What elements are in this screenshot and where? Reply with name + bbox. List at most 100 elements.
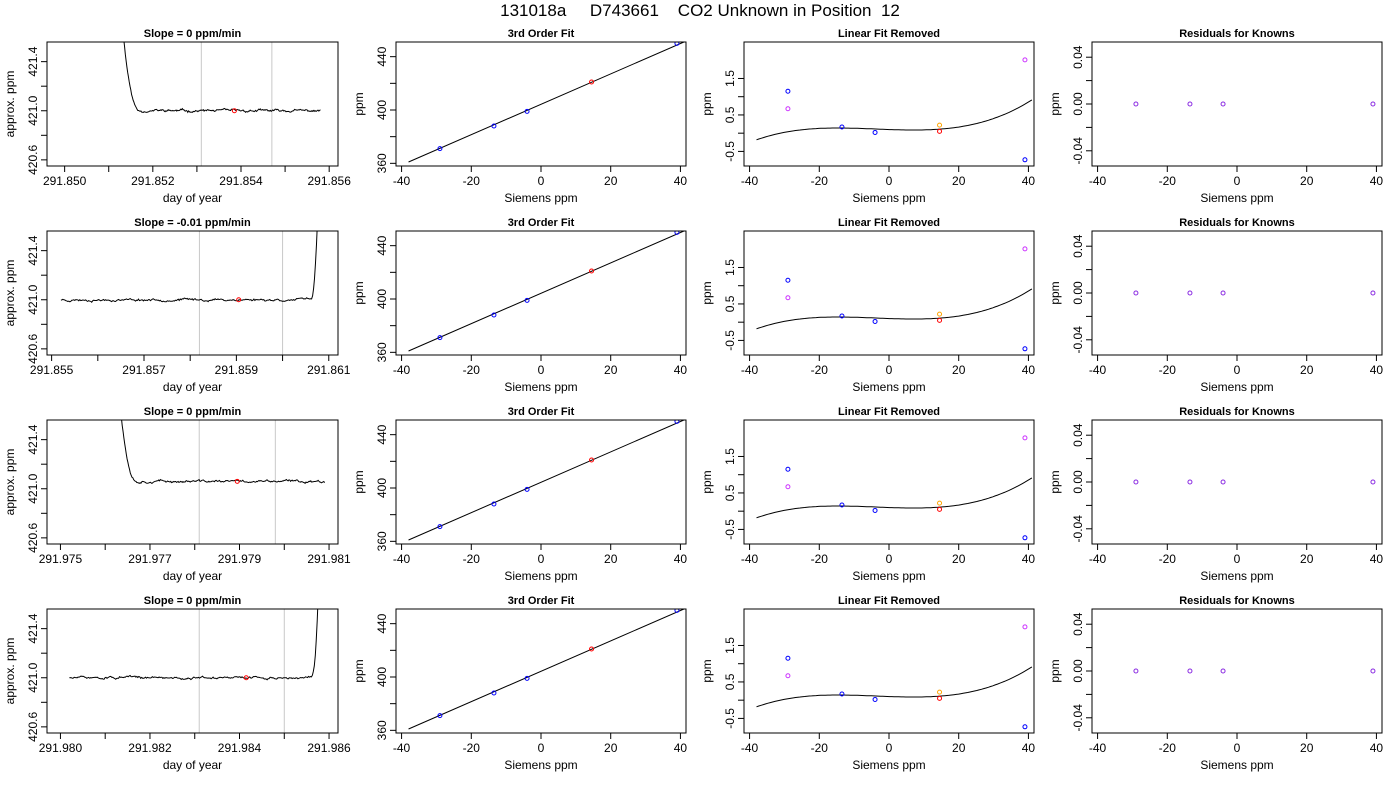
y-axis-label: ppm: [700, 281, 714, 304]
plot-frame: [46, 608, 339, 734]
y-tick-label: 1.5: [723, 259, 737, 276]
chart-title: 3rd Order Fit: [508, 217, 575, 229]
data-point-red: [937, 128, 943, 134]
y-tick-label: -0.5: [723, 141, 737, 162]
plot-frame: [1091, 230, 1383, 356]
x-axis-label: Siemens ppm: [852, 758, 925, 772]
x-tick-label: 291.984: [218, 741, 262, 755]
y-tick-label: -0.04: [1071, 137, 1085, 165]
y-tick-label: 360: [375, 342, 389, 362]
y-tick-label: 440: [375, 235, 389, 255]
data-point-magenta: [1022, 246, 1028, 252]
x-axis-label: day of year: [163, 758, 222, 772]
x-axis-label: Siemens ppm: [504, 758, 577, 772]
data-point-blue: [1022, 157, 1028, 163]
x-tick-label: -40: [393, 741, 411, 755]
y-tick-label: 0.04: [1071, 234, 1085, 258]
x-tick-label: 20: [604, 174, 618, 188]
trace-line: [69, 609, 319, 681]
y-tick-label: 440: [375, 46, 389, 66]
data-point-blue: [674, 420, 680, 424]
x-tick-label: -20: [811, 552, 829, 566]
data-point-purple: [1370, 290, 1376, 296]
x-tick-label: 40: [1022, 552, 1036, 566]
x-tick-label: 291.975: [39, 552, 83, 566]
x-tick-label: -40: [741, 174, 759, 188]
chart-linear_removed-row-1: Linear Fit Removed Siemens ppm ppm -40 -20 0 2…: [700, 217, 1035, 394]
data-point-blue: [1022, 346, 1028, 352]
y-axis-label: ppm: [1048, 659, 1062, 682]
x-tick-label: 291.861: [307, 363, 351, 377]
plot-area: [756, 57, 1033, 163]
y-axis-label: ppm: [1048, 281, 1062, 304]
plot-area: [121, 420, 326, 544]
x-tick-label: -40: [1089, 363, 1107, 377]
fit-line: [408, 609, 685, 730]
x-tick-label: 0: [886, 741, 893, 755]
data-point-blue: [674, 609, 680, 613]
y-tick-label: 421.0: [26, 95, 40, 125]
chart-fit-row-0: 3rd Order Fit Siemens ppm ppm -40 -20 0 20 40 36…: [352, 28, 687, 205]
data-point-blue: [872, 696, 878, 702]
y-axis-label: approx. ppm: [3, 638, 17, 705]
x-tick-label: -40: [741, 552, 759, 566]
data-point-orange: [937, 122, 943, 128]
data-point-blue: [872, 129, 878, 135]
data-point-red: [937, 317, 943, 323]
chart-title: Residuals for Knowns: [1179, 406, 1295, 418]
x-tick-label: 291.856: [307, 174, 351, 188]
x-tick-label: -40: [393, 552, 411, 566]
x-tick-label: 40: [1370, 363, 1384, 377]
x-tick-label: 20: [1300, 363, 1314, 377]
x-tick-label: -20: [1159, 174, 1177, 188]
x-tick-label: 291.980: [39, 741, 83, 755]
chart-linear_removed-row-3: Linear Fit Removed Siemens ppm ppm -40 -20 0 2…: [700, 595, 1035, 772]
y-tick-label: 420.6: [26, 523, 40, 553]
y-tick-label: 421.4: [26, 424, 40, 454]
data-point-blue: [674, 231, 680, 235]
y-tick-label: 400: [375, 289, 389, 309]
x-tick-label: -20: [1159, 741, 1177, 755]
x-tick-label: -20: [463, 741, 481, 755]
y-tick-label: 440: [375, 613, 389, 633]
y-tick-label: 0.04: [1071, 612, 1085, 636]
y-tick-label: 0.5: [723, 295, 737, 312]
x-tick-label: 20: [604, 363, 618, 377]
chart-title: Residuals for Knowns: [1179, 217, 1295, 229]
plot-frame: [46, 419, 339, 545]
data-point-purple: [1370, 668, 1376, 674]
x-tick-label: -20: [463, 363, 481, 377]
x-tick-label: -20: [811, 174, 829, 188]
data-point-purple: [1187, 668, 1193, 674]
x-tick-label: 40: [1370, 741, 1384, 755]
x-tick-label: 40: [1370, 552, 1384, 566]
x-tick-label: 20: [952, 174, 966, 188]
y-tick-label: -0.04: [1071, 515, 1085, 543]
data-point-blue: [437, 713, 443, 719]
chart-title: Slope = 0 ppm/min: [144, 406, 242, 418]
plot-frame: [743, 41, 1035, 167]
y-tick-label: -0.04: [1071, 326, 1085, 354]
plot-frame: [1091, 419, 1383, 545]
sample-marker: [234, 478, 240, 484]
data-point-purple: [1370, 479, 1376, 485]
data-point-magenta: [785, 295, 791, 301]
x-tick-label: -40: [393, 174, 411, 188]
data-point-purple: [1220, 290, 1226, 296]
x-axis-label: Siemens ppm: [1200, 380, 1273, 394]
y-tick-label: 0.5: [723, 673, 737, 690]
data-point-magenta: [1022, 57, 1028, 63]
data-point-purple: [1220, 668, 1226, 674]
plot-frame: [395, 419, 687, 545]
trace-line: [60, 231, 318, 303]
data-point-blue: [437, 524, 443, 530]
chart-title: Linear Fit Removed: [838, 28, 940, 40]
x-tick-label: 40: [674, 363, 688, 377]
y-tick-label: 360: [375, 720, 389, 740]
x-axis-label: Siemens ppm: [1200, 569, 1273, 583]
plot-area: [1133, 101, 1376, 107]
x-tick-label: 20: [952, 363, 966, 377]
y-tick-label: 421.4: [26, 613, 40, 643]
y-axis-label: approx. ppm: [3, 71, 17, 138]
plot-area: [60, 231, 318, 355]
